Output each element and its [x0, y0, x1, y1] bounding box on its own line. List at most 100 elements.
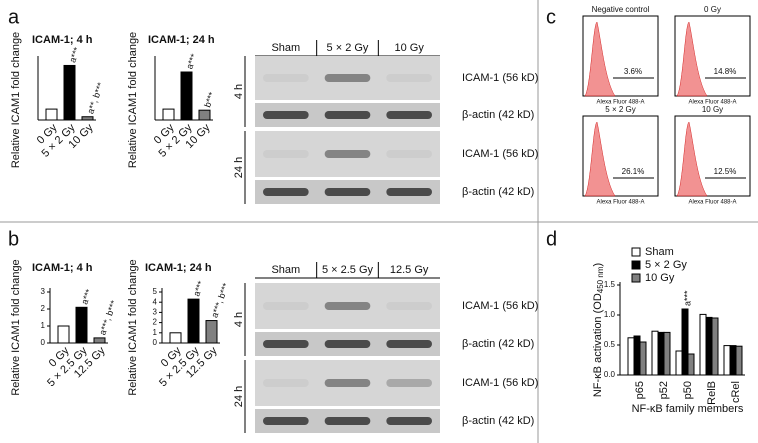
panel-letter: c: [546, 6, 556, 28]
row-label: β-actin (42 kD): [462, 415, 534, 427]
y-axis-label: Relative ICAM1 fold change: [127, 32, 139, 168]
bar: [705, 316, 713, 376]
blot-band: [324, 111, 371, 119]
flow-x-label: Alexa Fluor 488-A: [596, 100, 644, 106]
bar: [657, 331, 665, 376]
bar: [735, 345, 743, 376]
blot-band: [386, 111, 432, 119]
bar: [723, 345, 731, 376]
blot-band: [263, 74, 309, 82]
x-tick-label: p52: [658, 381, 670, 399]
time-label: 4 h: [233, 312, 245, 327]
legend-label: 5 × 2 Gy: [645, 259, 687, 271]
y-tick-label: 4: [153, 297, 158, 306]
blot-band: [324, 150, 371, 158]
bar: [729, 345, 737, 376]
y-tick-label: 0.0: [604, 370, 616, 379]
row-label: ICAM-1 (56 kD): [462, 72, 538, 84]
y-tick-label: 1: [41, 321, 46, 330]
lane-label: Sham: [271, 42, 300, 54]
chart-title: ICAM-1; 24 h: [145, 262, 212, 274]
flow-title: 0 Gy: [704, 5, 721, 14]
row-label: β-actin (42 kD): [462, 109, 534, 121]
blot-band: [263, 302, 309, 310]
chart-title: ICAM-1; 4 h: [32, 262, 93, 274]
y-tick-label: 5: [153, 287, 158, 296]
y-tick-label: 1.0: [604, 310, 616, 319]
y-tick-label: 2: [153, 318, 158, 327]
row-label: ICAM-1 (56 kD): [462, 300, 538, 312]
flow-title: 10 Gy: [702, 105, 723, 114]
annotation: a***: [191, 279, 206, 297]
bar: [663, 331, 671, 376]
chart-title: ICAM-1; 24 h: [148, 34, 215, 46]
bar: [651, 330, 659, 376]
bar: [699, 313, 707, 376]
bar: [681, 308, 689, 376]
flow-x-label: Alexa Fluor 488-A: [688, 100, 736, 106]
blot-band: [324, 74, 371, 82]
y-tick-label: 3: [153, 308, 158, 317]
time-label: 24 h: [233, 157, 245, 178]
blot-band: [386, 188, 432, 196]
blot-band: [263, 111, 309, 119]
annotation: a**, b***: [85, 81, 106, 115]
blot-band: [263, 340, 309, 348]
flow-negative: [584, 21, 616, 97]
lane-label: 5 × 2 Gy: [327, 42, 369, 54]
bar: [687, 353, 695, 376]
bar: [45, 108, 58, 121]
blot-band: [324, 379, 371, 387]
flow-negative: [676, 21, 708, 97]
x-tick-label: RelB: [706, 381, 718, 405]
blot-strip: [255, 360, 440, 406]
blot-band: [324, 188, 371, 196]
y-axis-label: Relative ICAM1 fold change: [127, 259, 139, 395]
blot-band: [324, 340, 371, 348]
bar: [187, 298, 200, 344]
bar: [81, 116, 94, 121]
y-tick-label: 1: [153, 328, 158, 337]
annotation: a***, b***: [209, 281, 231, 319]
bar: [57, 325, 70, 344]
blot-band: [386, 417, 432, 425]
bar: [63, 64, 76, 121]
bar: [205, 320, 218, 344]
legend-swatch: [631, 260, 641, 270]
flow-gate-label: 14.8%: [714, 67, 737, 76]
bar: [180, 71, 193, 121]
bar: [75, 306, 88, 344]
flow-gate-label: 12.5%: [714, 167, 737, 176]
blot-band: [263, 150, 309, 158]
x-tick-label: cRel: [730, 381, 742, 403]
flow-gate-label: 26.1%: [622, 167, 645, 176]
row-label: β-actin (42 kD): [462, 186, 534, 198]
annotation: a***: [67, 45, 82, 63]
bar: [633, 335, 641, 376]
annotation: a***: [79, 287, 94, 305]
legend-swatch: [631, 247, 641, 257]
flow-negative: [676, 121, 708, 197]
row-label: ICAM-1 (56 kD): [462, 148, 538, 160]
blot-band: [386, 150, 432, 158]
x-tick-label: p65: [634, 381, 646, 399]
flow-negative: [584, 121, 616, 197]
x-axis-label: NF-κB family members: [632, 403, 744, 415]
blot-strip: [255, 283, 440, 329]
flow-gate-label: 3.6%: [624, 67, 642, 76]
lane-label: 10 Gy: [394, 42, 424, 54]
time-label: 4 h: [233, 84, 245, 99]
lane-label: 12.5 Gy: [390, 264, 429, 276]
annotation: a***, b***: [97, 299, 119, 337]
row-label: β-actin (42 kD): [462, 338, 534, 350]
flow-x-label: Alexa Fluor 488-A: [596, 200, 644, 206]
y-tick-label: 2: [41, 304, 46, 313]
bar: [93, 337, 106, 344]
bar: [639, 341, 647, 376]
bar: [627, 337, 635, 376]
blot-band: [263, 417, 309, 425]
y-axis-label: Relative ICAM1 fold change: [10, 259, 22, 395]
panel-letter: d: [546, 228, 557, 250]
bar: [675, 350, 683, 376]
